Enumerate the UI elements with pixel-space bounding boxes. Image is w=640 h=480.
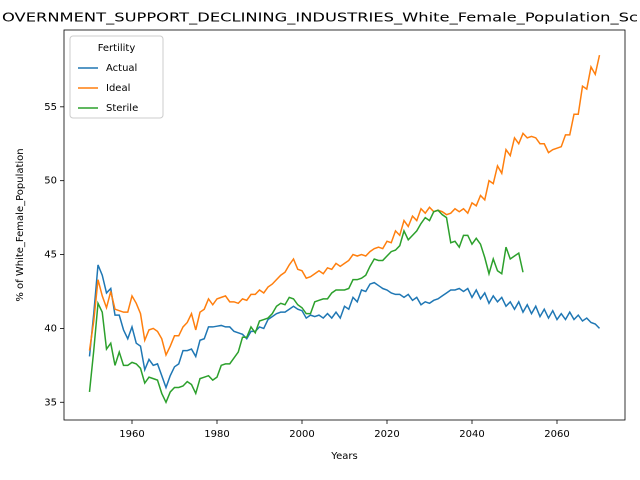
x-tick-label: 2000: [289, 429, 314, 440]
legend-label: Ideal: [106, 83, 130, 94]
line-series: [88, 209, 524, 405]
x-tick-label: 1960: [119, 429, 144, 440]
x-tick-label: 2020: [374, 429, 399, 440]
x-tick-label: 2040: [459, 429, 484, 440]
legend-label: Sterile: [106, 103, 138, 114]
chart-title: OVERNMENT_SUPPORT_DECLINING_INDUSTRIES_W…: [2, 11, 638, 25]
y-tick-label: 35: [44, 397, 57, 408]
x-axis-label: Years: [330, 451, 357, 462]
line-series: [88, 264, 601, 390]
line-series: [88, 54, 601, 358]
y-axis-label: % of White_Female_Population: [15, 148, 26, 301]
x-tick-label: 1980: [204, 429, 229, 440]
y-tick-label: 55: [44, 102, 57, 113]
plot-frame: [63, 29, 626, 421]
legend-title: Fertility: [98, 43, 136, 54]
y-tick-label: 50: [44, 176, 57, 187]
x-tick-label: 2060: [544, 429, 569, 440]
y-tick-label: 40: [44, 323, 57, 334]
legend-box: [69, 35, 164, 119]
y-tick-label: 45: [44, 250, 57, 261]
legend-label: Actual: [106, 63, 137, 74]
